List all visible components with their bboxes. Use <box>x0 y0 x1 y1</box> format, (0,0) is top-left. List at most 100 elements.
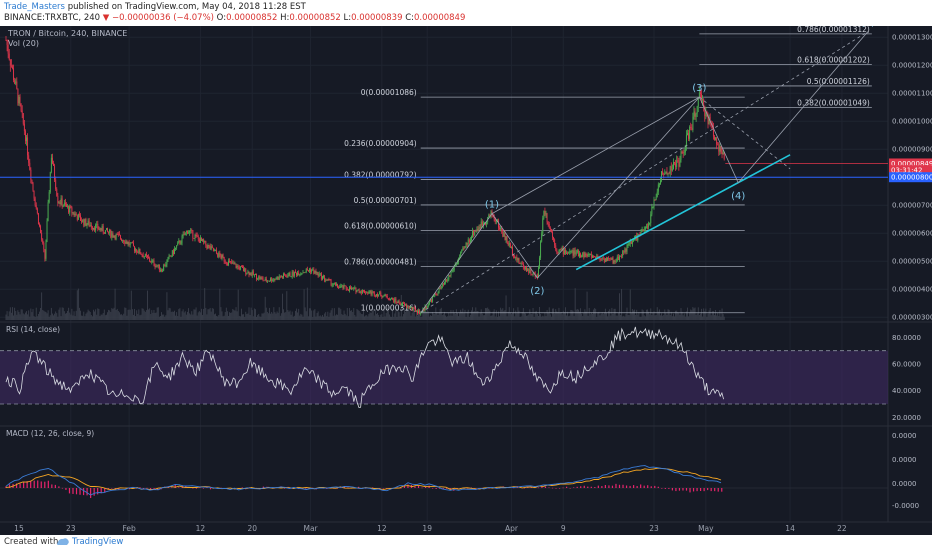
volume-bar <box>627 314 629 320</box>
candle-body <box>49 171 51 193</box>
candle-body <box>299 274 301 276</box>
volume-bar <box>269 307 270 320</box>
candle-body <box>310 269 312 272</box>
candle-body <box>96 223 98 225</box>
candle-body <box>381 296 383 298</box>
volume-bar <box>357 309 359 320</box>
candle-body <box>34 198 36 206</box>
candle-body <box>358 289 360 293</box>
candle-body <box>426 306 428 308</box>
candle-body <box>575 252 577 255</box>
volume-bar <box>658 309 660 320</box>
macd-pane: 0.00000.00000.0000-0.0000 <box>0 432 919 510</box>
candle-body <box>613 260 615 264</box>
candle-body <box>504 233 506 240</box>
candle-body <box>674 162 675 164</box>
candle-body <box>213 250 215 252</box>
volume-bar <box>188 308 189 320</box>
volume-bar <box>126 315 128 320</box>
volume-bar <box>529 309 531 320</box>
chart-area[interactable]: 0(0.00001086) 0.236(0.00000904) 0.382(0.00… <box>0 26 932 538</box>
candle-body <box>265 278 267 282</box>
candle-body <box>91 227 93 229</box>
chart-svg[interactable]: 0(0.00001086)0.236(0.00000904)0.382(0.00… <box>0 26 932 538</box>
macd-histogram-bar <box>111 488 113 489</box>
volume-bar <box>296 308 297 320</box>
candle-body <box>461 249 463 252</box>
volume-bar <box>559 312 561 320</box>
volume-bar <box>93 309 94 320</box>
candle-body <box>157 264 159 267</box>
volume-bar <box>710 315 712 320</box>
candle-body <box>690 126 692 129</box>
candle-body <box>568 252 570 253</box>
volume-bar <box>386 307 388 320</box>
volume-bar <box>328 316 330 320</box>
candle-body <box>186 231 188 234</box>
candle-body <box>13 68 15 81</box>
candle-body <box>391 297 393 300</box>
volume-bar <box>50 307 52 320</box>
volume-bar <box>193 309 195 320</box>
candle-body <box>183 234 185 236</box>
candle-body <box>488 215 490 218</box>
volume-bar <box>696 313 698 320</box>
volume-bar <box>167 310 169 320</box>
macd-histogram-bar <box>530 487 532 488</box>
candle-body <box>400 304 402 306</box>
candle-body <box>697 98 699 107</box>
volume-bar <box>580 308 582 320</box>
volume-bar <box>267 313 269 320</box>
volume-bar <box>350 310 351 320</box>
macd-histogram-bar <box>671 488 673 491</box>
volume-bar <box>535 310 537 320</box>
volume-bar <box>547 312 549 320</box>
macd-histogram-bar <box>710 488 712 492</box>
candle-body <box>242 266 243 268</box>
volume-bar <box>528 314 530 320</box>
candle-body <box>474 231 476 235</box>
volume-bar <box>626 307 628 320</box>
candle-body <box>273 278 275 281</box>
volume-bar <box>351 310 353 320</box>
price-tick-label: 0.00000700 <box>892 202 932 210</box>
price-tick-label: 0.00001100 <box>892 90 932 98</box>
footer-brand-link[interactable]: TradingView <box>72 537 124 547</box>
macd-histogram-bar <box>357 486 360 488</box>
candle-body <box>476 229 478 232</box>
volume-bar <box>169 308 171 320</box>
author-link[interactable]: Trade_Masters <box>4 2 65 12</box>
candle-body <box>618 256 620 261</box>
candle-body <box>44 249 46 259</box>
projection-dashed-line <box>699 96 791 170</box>
candle-body <box>59 202 61 204</box>
candle-body <box>571 250 573 252</box>
macd-histogram-bar <box>537 487 540 489</box>
volume-bar <box>387 310 389 320</box>
volume-bar <box>142 308 144 320</box>
candle-body <box>372 291 374 293</box>
candle-body <box>356 290 358 293</box>
candle-body <box>77 214 79 220</box>
date-tick-label: 14 <box>785 524 795 533</box>
volume-bar <box>483 315 485 320</box>
candle-body <box>680 151 682 160</box>
volume-bar <box>122 315 124 320</box>
candle-body <box>224 261 226 263</box>
volume-bar <box>175 315 177 320</box>
volume-bar <box>437 314 439 320</box>
candle-body <box>189 230 191 233</box>
candle-body <box>269 281 270 282</box>
candle-body <box>97 223 99 229</box>
volume-bar <box>105 314 107 320</box>
volume-bar <box>233 309 235 320</box>
candle-body <box>393 299 395 303</box>
candle-body <box>428 301 430 305</box>
volume-bar <box>634 309 636 320</box>
candle-body <box>17 88 19 104</box>
date-tick-label: 15 <box>14 524 24 533</box>
volume-bar <box>64 313 66 320</box>
volume-bar <box>668 309 670 320</box>
volume-bar <box>722 314 724 320</box>
